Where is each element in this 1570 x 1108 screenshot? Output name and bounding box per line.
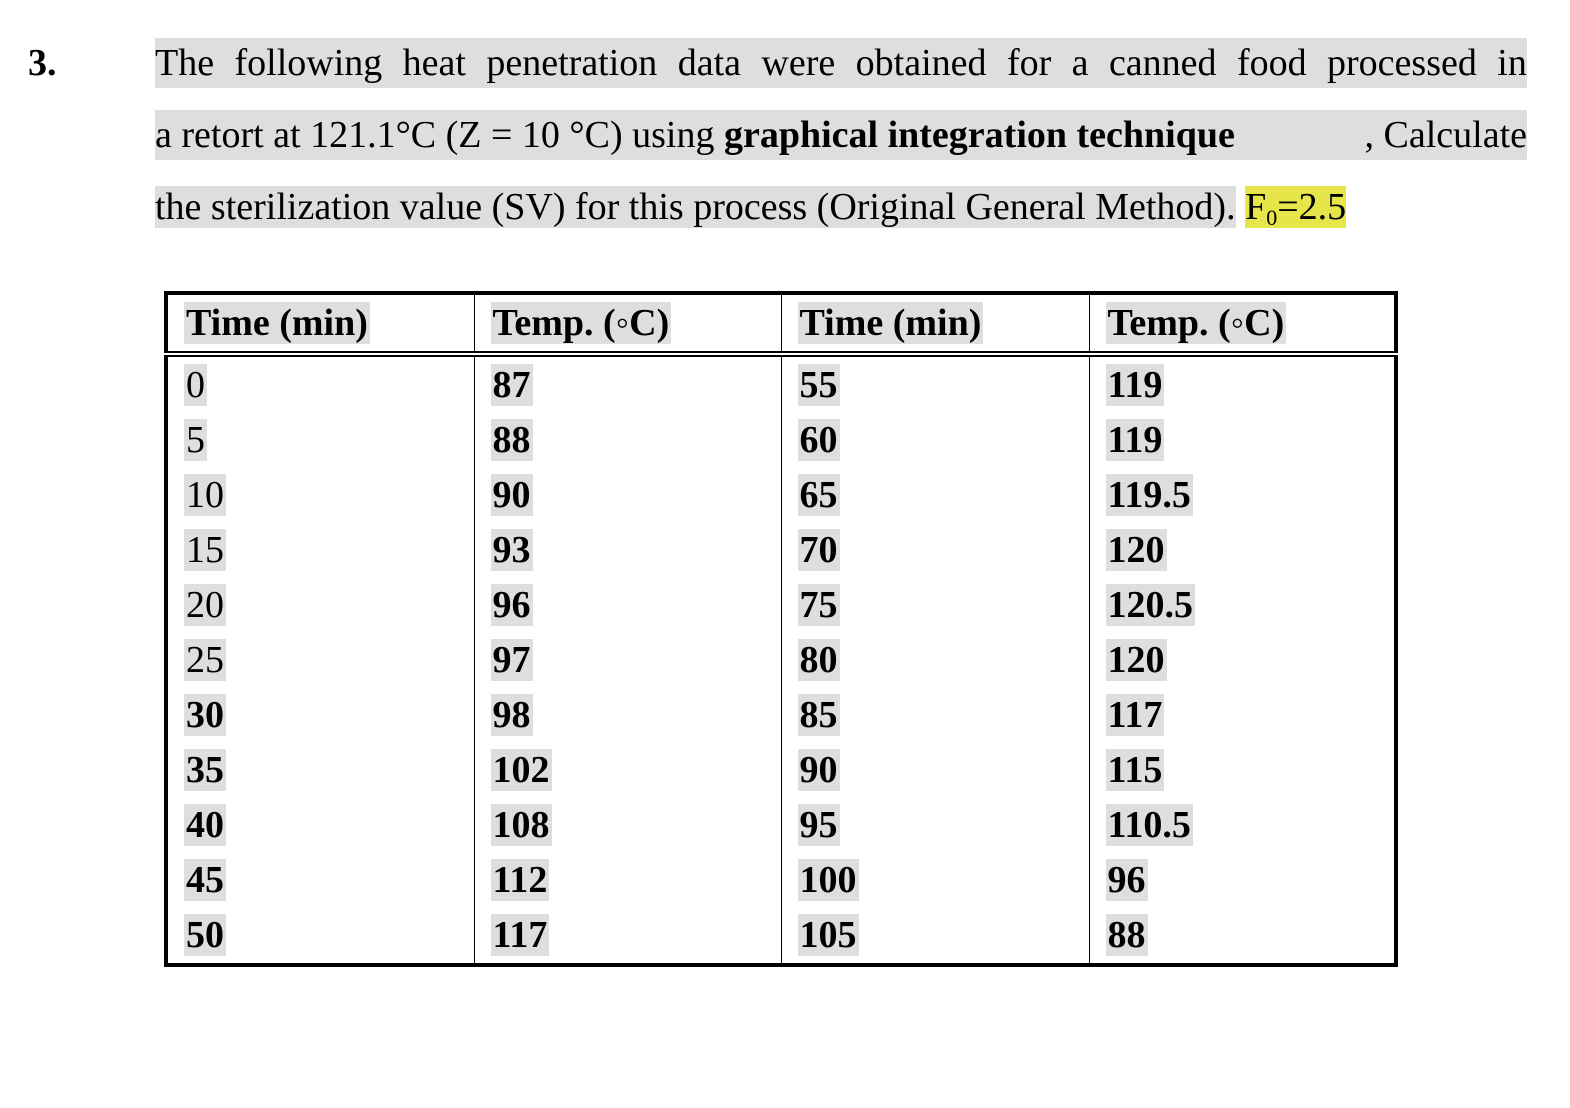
table-row: 0 87 55 119 [166,354,1396,413]
table-row: 20 96 75 120.5 [166,577,1396,633]
table-row: 5 88 60 119 [166,412,1396,468]
table-row: 40 108 95 110.5 [166,797,1396,853]
table-row: 50 117 105 88 [166,907,1396,965]
table-row: 10 90 65 119.5 [166,467,1396,523]
table-row: 45 112 100 96 [166,852,1396,908]
bold-phrase: graphical integration technique [723,114,1235,156]
f0-highlight: F0=2.5 [1245,186,1347,230]
header-time-1: Time (min) [166,293,474,357]
question-line-1: The following heat penetration data were… [155,38,1527,88]
heat-penetration-table: Time (min) Temp. (◦C) Time (min) Temp. (… [164,291,1398,967]
question-number: 3. [28,42,57,84]
table-row: 25 97 80 120 [166,632,1396,688]
table-header-row: Time (min) Temp. (◦C) Time (min) Temp. (… [166,293,1396,357]
question-text: The following heat penetration data were… [155,38,1527,254]
header-temp-2: Temp. (◦C) [1088,293,1396,357]
header-time-2: Time (min) [780,293,1089,357]
table-row: 30 98 85 117 [166,687,1396,743]
question-line-3: the sterilization value (SV) for this pr… [155,186,1347,230]
header-temp-1: Temp. (◦C) [473,293,781,357]
table-row: 15 93 70 120 [166,522,1396,578]
table-row: 35 102 90 115 [166,742,1396,798]
question-line-2: a retort at 121.1°C (Z = 10 °C) using gr… [155,110,1527,160]
